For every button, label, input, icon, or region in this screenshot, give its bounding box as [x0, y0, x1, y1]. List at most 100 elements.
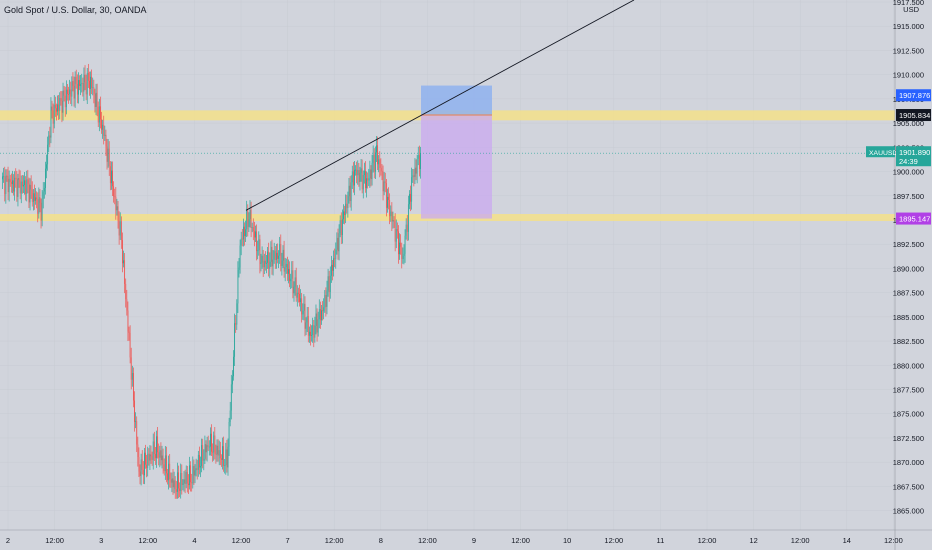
- candle-body: [235, 323, 237, 325]
- candle-body: [297, 292, 299, 294]
- candle-body: [399, 242, 400, 255]
- candle-body: [226, 449, 228, 468]
- candle-body: [174, 480, 176, 490]
- price-axis-panel[interactable]: [895, 0, 932, 550]
- candle-body: [69, 89, 71, 95]
- candle-body: [221, 458, 222, 460]
- candle-body: [271, 246, 273, 267]
- candle-body: [289, 269, 290, 282]
- candle-body: [362, 175, 364, 190]
- candle-body: [81, 83, 83, 84]
- candle-body: [38, 197, 40, 214]
- candle-body: [60, 98, 62, 101]
- price-tick-label: 1872.500: [893, 434, 924, 443]
- candle-body: [261, 255, 263, 263]
- candle-body: [325, 295, 327, 307]
- candle-body: [228, 422, 230, 447]
- candle-body: [195, 468, 197, 471]
- candle-body: [403, 253, 405, 256]
- candle-body: [117, 206, 119, 221]
- candle-body: [258, 239, 260, 251]
- candle-body: [52, 110, 54, 124]
- candle-body: [26, 179, 28, 195]
- candle-body: [50, 106, 52, 138]
- candle-body: [354, 169, 355, 186]
- candle-body: [41, 198, 43, 221]
- candle-body: [384, 181, 386, 184]
- candle-body: [262, 255, 264, 268]
- candle-body: [239, 245, 241, 268]
- candle-body: [415, 167, 417, 174]
- candle-body: [20, 181, 22, 194]
- candle-body: [48, 135, 50, 145]
- candle-body: [355, 169, 356, 171]
- candle-body: [345, 203, 347, 215]
- candle-body: [293, 286, 295, 294]
- candle-body: [4, 176, 6, 195]
- candle-body: [256, 231, 258, 252]
- candle-body: [61, 100, 63, 113]
- candle-body: [292, 270, 294, 294]
- candle-body: [286, 264, 288, 274]
- candle-body: [129, 333, 131, 358]
- time-tick-label: 12:00: [698, 536, 717, 545]
- candle-body: [56, 108, 57, 112]
- candle-body: [244, 226, 245, 237]
- time-axis[interactable]: 2 12:00 3 12:00 4 12:00 7 12:00 8 12:00 9 12:00 10 12…: [0, 529, 932, 545]
- candle-body: [161, 455, 163, 461]
- candle-body: [409, 194, 410, 205]
- candle-body: [326, 290, 328, 307]
- candle-body: [349, 185, 351, 202]
- candle-body: [350, 182, 352, 202]
- candle-body: [245, 229, 247, 237]
- candle-body: [96, 92, 98, 107]
- candle-body: [192, 466, 194, 484]
- candle-body: [237, 269, 239, 304]
- long-position-tool[interactable]: [421, 85, 492, 219]
- price-tick-label: 1887.500: [893, 289, 924, 298]
- candle-body: [340, 220, 342, 236]
- candle-body: [37, 199, 39, 214]
- candle-body: [249, 209, 251, 220]
- candle-body: [51, 106, 53, 111]
- candle-body: [329, 275, 331, 293]
- price-axis[interactable]: 1917.5001915.0001912.5001910.0001907.500…: [893, 0, 932, 550]
- candle-body: [7, 176, 9, 193]
- candle-body: [301, 298, 303, 315]
- candle-body: [361, 168, 363, 190]
- price-tick-label: 1875.000: [893, 410, 924, 419]
- candle-body: [148, 453, 150, 461]
- time-tick-label: 12:00: [232, 536, 251, 545]
- candle-body: [118, 220, 120, 236]
- candle-body: [307, 316, 309, 336]
- candle-body: [416, 158, 418, 174]
- candle-body: [238, 267, 240, 270]
- candle-body: [369, 169, 371, 179]
- time-tick-label: 4: [192, 536, 196, 545]
- candle-body: [214, 435, 216, 455]
- candle-body: [178, 472, 179, 489]
- candle-body: [76, 84, 78, 95]
- trend-line[interactable]: [245, 0, 635, 211]
- candle-body: [160, 450, 162, 461]
- candle-body: [85, 82, 87, 95]
- candle-body: [394, 221, 396, 242]
- candle-body: [179, 488, 181, 491]
- candle-body: [277, 252, 278, 259]
- trend-line-segment[interactable]: [245, 0, 635, 211]
- candle-body: [32, 193, 34, 202]
- stop-zone-box[interactable]: [421, 115, 492, 219]
- time-tick-label: 12:00: [884, 536, 903, 545]
- candle-body: [42, 191, 44, 199]
- candle-body: [224, 465, 226, 467]
- candle-body: [407, 204, 409, 232]
- time-tick-label: 3: [99, 536, 103, 545]
- candle-body: [169, 463, 171, 480]
- candle-body: [171, 478, 173, 483]
- candle-body: [254, 231, 255, 238]
- time-tick-label: 2: [6, 536, 10, 545]
- candle-body: [194, 470, 196, 476]
- candle-body: [268, 251, 270, 269]
- target-zone-box[interactable]: [421, 85, 492, 116]
